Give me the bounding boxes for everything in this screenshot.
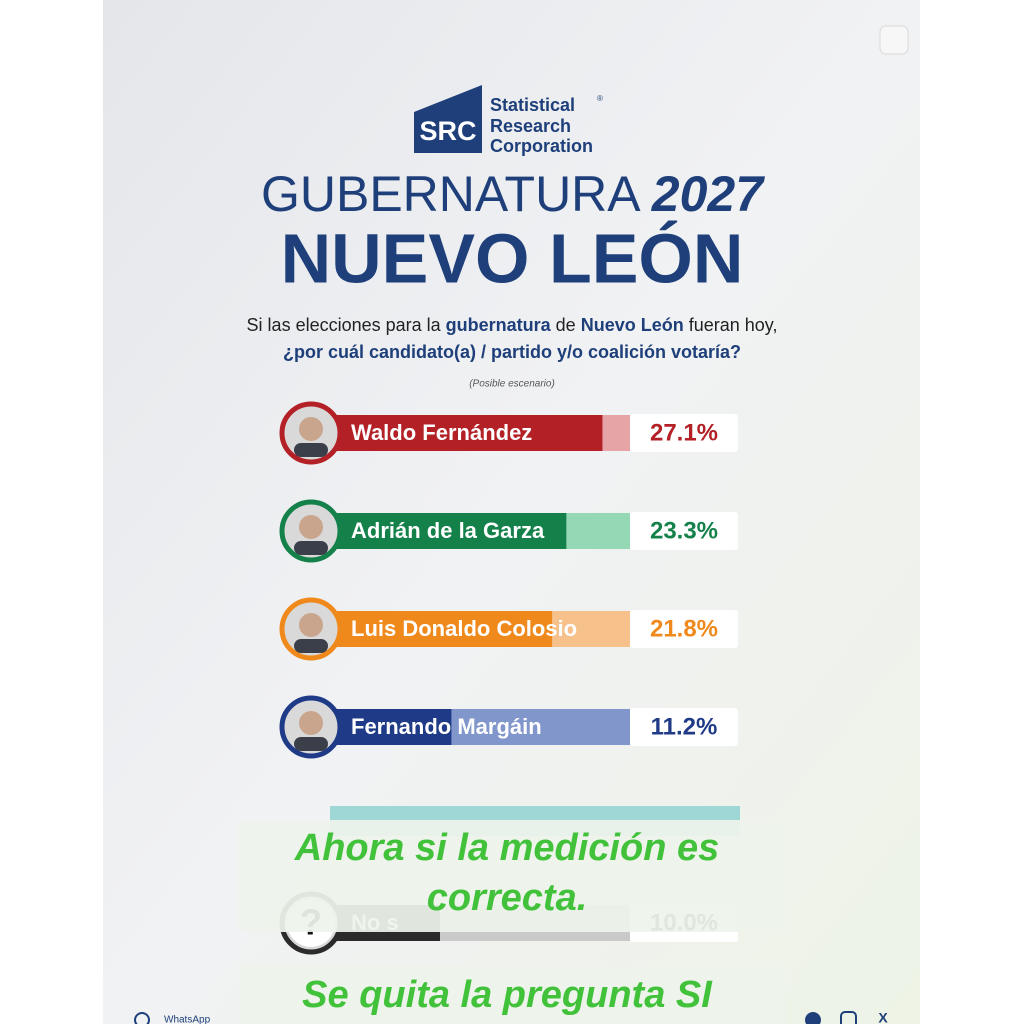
question-line: Si las elecciones para la gubernatura de…	[247, 315, 778, 335]
candidate-face	[299, 417, 323, 441]
candidate-name: Fernando Margáin	[351, 714, 542, 739]
candidate-name: Luis Donaldo Colosio	[351, 616, 577, 641]
value-box	[630, 610, 738, 648]
candidate-face	[299, 515, 323, 539]
overlay-text: Se quita la pregunta SI	[302, 974, 713, 1016]
q: gubernatura	[446, 315, 552, 335]
value-label: 21.8%	[650, 615, 718, 642]
title-word: GUBERNATURA	[261, 166, 641, 222]
candidate-face	[299, 613, 323, 637]
question-line: ¿por cuál candidato(a) / partido y/o coa…	[283, 342, 741, 362]
value-label: 23.3%	[650, 517, 718, 544]
value-box	[630, 512, 738, 550]
candidate-face	[299, 711, 323, 735]
bar	[320, 415, 603, 451]
overlay-text: correcta.	[427, 877, 588, 919]
title: GUBERNATURA 2027	[261, 166, 765, 222]
q: de	[551, 315, 581, 335]
bar	[320, 513, 567, 549]
overlay-box	[238, 820, 788, 932]
footer-x: X	[878, 1010, 888, 1024]
q: Si las elecciones para la	[247, 315, 446, 335]
candidate-name: Adrián de la Garza	[351, 518, 545, 543]
candidate-body	[294, 443, 328, 457]
footer-whatsapp: WhatsApp	[164, 1015, 211, 1024]
logo-line: Statistical	[490, 95, 575, 115]
title-year: 2027	[651, 166, 765, 222]
subtitle: NUEVO LEÓN	[281, 219, 744, 297]
logo-registered: ®	[597, 94, 603, 103]
value-label: 11.2%	[651, 713, 718, 740]
candidate-name: Waldo Fernández	[351, 420, 532, 445]
logo-line: Corporation	[490, 136, 593, 156]
overlay: Ahora si la medición es correcta. Se qui…	[238, 820, 788, 1024]
candidate-body	[294, 541, 328, 555]
candidate-body	[294, 639, 328, 653]
bar	[320, 611, 553, 647]
value-box	[630, 414, 738, 452]
logo-line: Research	[490, 116, 571, 136]
value-box	[630, 708, 738, 746]
candidate-body	[294, 737, 328, 751]
q: Nuevo León	[581, 315, 684, 335]
story-corner-icon[interactable]	[879, 25, 909, 55]
q: fueran hoy,	[684, 315, 778, 335]
overlay-box	[240, 966, 786, 1024]
logo-mark-text: SRC	[419, 116, 476, 146]
logo-mark	[414, 85, 482, 153]
overlay-text: Ahora si la medición es	[294, 827, 719, 869]
value-label: 27.1%	[650, 419, 718, 446]
note: (Posible escenario)	[469, 379, 555, 390]
